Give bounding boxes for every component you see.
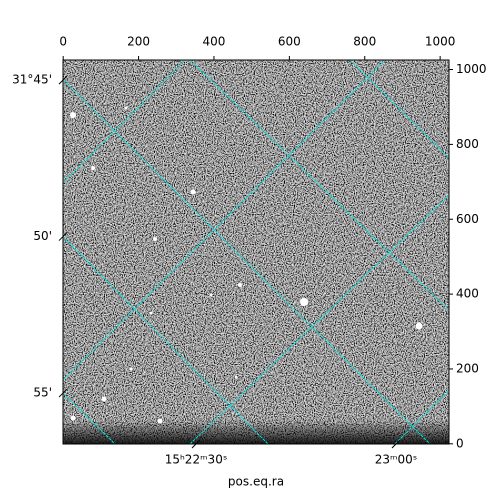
- frame: [62, 59, 450, 445]
- x-tick-label: 600: [278, 35, 301, 49]
- dec-tick: [58, 388, 68, 398]
- y-tick-label: 600: [456, 212, 479, 226]
- dec-tick: [58, 75, 68, 85]
- dec-tick-label: 55': [33, 386, 52, 400]
- x-tick-label: 200: [127, 35, 150, 49]
- dec-tick-label: 31°45': [12, 73, 52, 87]
- y-tick-label: 200: [456, 361, 479, 375]
- dec-tick-label: 50': [33, 229, 52, 243]
- coordinate-grid: [63, 60, 449, 444]
- ra-tick-label: 15ʰ22ᵐ30ˢ: [165, 453, 228, 467]
- dec-tick: [58, 232, 68, 241]
- y-tick-label: 0: [456, 436, 464, 450]
- x-tick-label: 400: [203, 35, 226, 49]
- stars: [70, 106, 423, 424]
- x-tick-label: 1000: [425, 35, 456, 49]
- ra-tick-label: 23ᵐ00ˢ: [375, 453, 418, 467]
- x-axis-label: pos.eq.ra: [228, 475, 284, 489]
- ra-tick: [191, 439, 201, 449]
- x-tick-label: 0: [59, 35, 67, 49]
- y-tick-label: 800: [456, 137, 479, 151]
- sky-image: [63, 60, 449, 444]
- ra-tick: [391, 439, 401, 449]
- y-tick-label: 1000: [456, 62, 487, 76]
- y-tick-label: 400: [456, 287, 479, 301]
- x-tick-label: 800: [353, 35, 376, 49]
